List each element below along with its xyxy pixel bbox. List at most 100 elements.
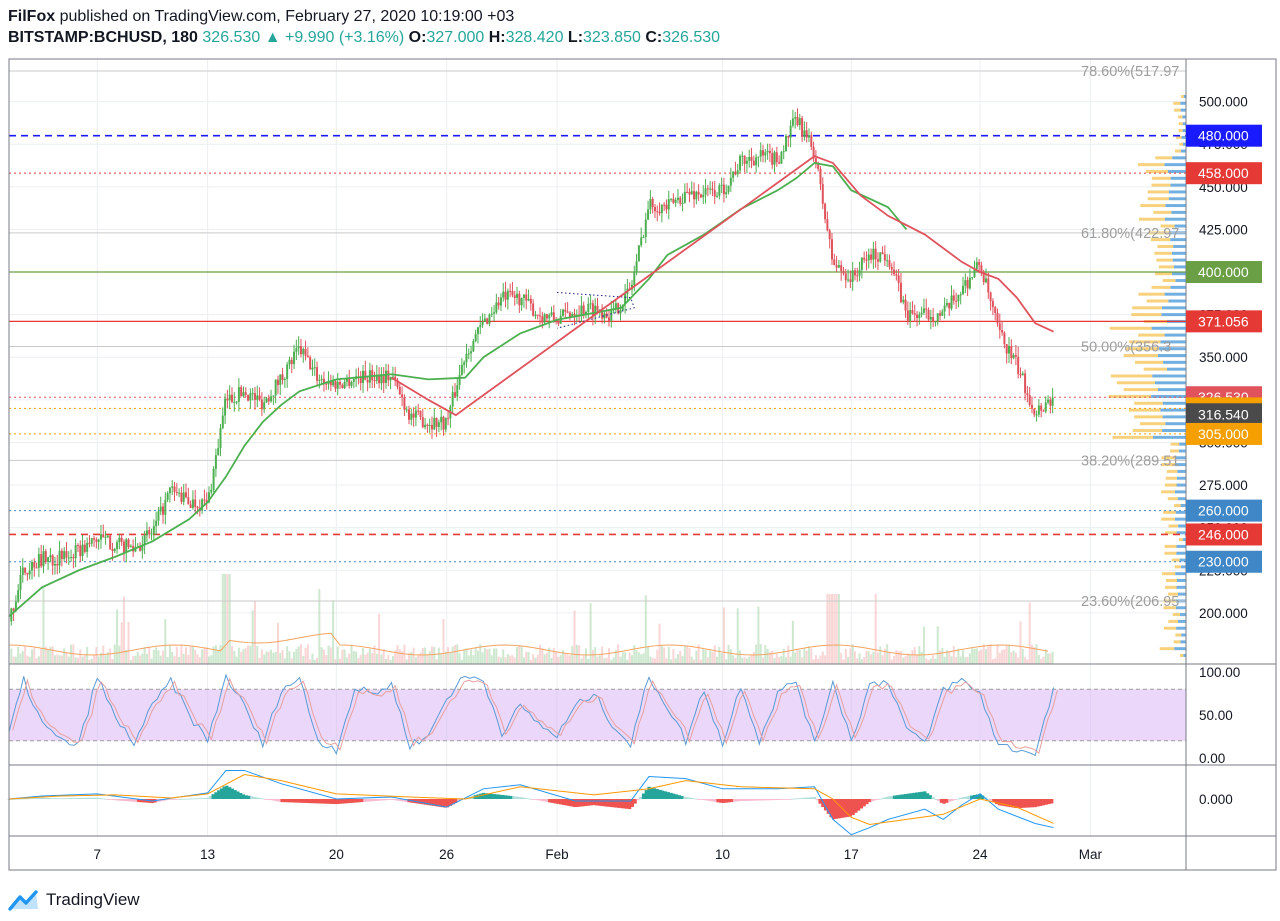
candle-body <box>699 194 702 198</box>
macd-histogram-bar <box>887 796 891 799</box>
macd-histogram-bar <box>280 799 284 803</box>
volume-profile-bar-down <box>1168 524 1179 528</box>
volume-profile-bar-down <box>1164 551 1177 555</box>
candle-body <box>752 160 755 166</box>
volume-bar <box>614 650 617 664</box>
volume-bar <box>548 647 551 664</box>
candle-body <box>589 303 592 305</box>
macd-histogram-bar <box>294 799 298 803</box>
candle-body <box>582 305 585 315</box>
candle-body <box>858 269 861 276</box>
volume-bar <box>968 653 971 664</box>
macd-histogram-bar <box>741 799 745 801</box>
candle-body <box>651 198 654 207</box>
volume-bar <box>916 655 919 664</box>
macd-histogram-bar <box>247 795 251 799</box>
volume-bar <box>1049 653 1052 664</box>
candle-body <box>1019 374 1022 376</box>
volume-profile-bar-up <box>1181 633 1186 637</box>
volume-profile-bar-up <box>1164 292 1186 296</box>
candle-body <box>490 313 493 315</box>
volume-profile-bar-up <box>1176 551 1186 555</box>
macd-histogram-bar <box>476 794 480 799</box>
volume-bar <box>750 654 753 664</box>
volume-bar <box>711 651 714 664</box>
macd-histogram-bar <box>622 799 626 809</box>
macd-histogram-bar <box>40 797 44 799</box>
candle-body <box>497 302 500 306</box>
candle-body <box>196 507 199 509</box>
tradingview-logo-icon[interactable] <box>8 889 40 911</box>
candle-body <box>81 544 84 557</box>
candle-body <box>796 117 799 126</box>
volume-profile-bar-down <box>1175 633 1182 637</box>
candle-body <box>642 236 645 238</box>
volume-profile-bar-down <box>1151 183 1171 187</box>
volume-bar <box>224 574 227 664</box>
macd-histogram-bar <box>446 799 450 808</box>
price-tick-label: 350.000 <box>1199 350 1248 365</box>
macd-histogram-bar <box>614 799 618 808</box>
candle-body <box>513 295 516 298</box>
volume-profile-bar-up <box>1178 449 1186 453</box>
volume-bar <box>948 651 951 664</box>
macd-histogram-bar <box>178 799 182 800</box>
volume-bar <box>973 648 976 664</box>
candle-body <box>704 188 707 195</box>
candle-body <box>1049 399 1052 406</box>
price-tick-label: 425.000 <box>1199 222 1248 237</box>
candle-body <box>465 354 468 363</box>
macd-histogram-bar <box>495 794 499 799</box>
candle-body <box>139 546 142 551</box>
macd-histogram-bar <box>498 794 502 799</box>
volume-bar <box>962 650 965 664</box>
candle-body <box>88 542 91 544</box>
volume-bar <box>725 659 728 664</box>
volume-bar <box>562 649 565 664</box>
author-name[interactable]: FilFox <box>8 8 56 25</box>
macd-histogram-bar <box>567 799 571 806</box>
pane-frames <box>8 58 1277 871</box>
volume-bar <box>33 647 36 664</box>
candle-body <box>12 608 15 611</box>
volume-bar <box>228 574 231 664</box>
volume-bar <box>998 652 1001 664</box>
volume-bar <box>688 647 691 664</box>
tradingview-brand[interactable]: TradingView <box>46 890 140 909</box>
macd-histogram-bar <box>628 799 632 810</box>
candlesticks <box>10 108 1054 626</box>
volume-bar <box>189 646 192 664</box>
candle-body <box>998 323 1001 331</box>
macd-histogram-bar <box>790 798 795 800</box>
fib-level-label: 61.80%(422.97 <box>1081 226 1179 242</box>
macd-histogram-bar <box>145 799 149 803</box>
volume-bar <box>463 650 466 664</box>
volume-bar <box>803 648 806 664</box>
volume-bar <box>318 589 321 664</box>
volume-bar <box>442 618 445 664</box>
volume-profile-bar-down <box>1147 197 1169 201</box>
volume-profile-bar-up <box>1180 640 1186 644</box>
volume-bar <box>380 654 383 664</box>
moving-averages <box>8 155 1054 617</box>
volume-bar <box>1005 645 1008 664</box>
volume-profile-bar-up <box>1174 224 1186 228</box>
candle-body <box>17 590 20 602</box>
candle-body <box>640 237 643 246</box>
candle-body <box>410 413 413 420</box>
candle-body <box>539 315 542 317</box>
candle-body <box>398 386 401 395</box>
macd-histogram-bar <box>57 798 61 800</box>
macd-histogram-bar <box>503 795 508 799</box>
volume-bar <box>37 656 40 664</box>
candle-body <box>320 378 323 380</box>
volume-bar <box>660 645 663 664</box>
volume-bar <box>672 649 675 664</box>
macd-histogram-bar <box>708 799 712 801</box>
volume-bar <box>467 655 470 664</box>
candle-body <box>311 367 314 370</box>
macd-histogram-bar <box>1019 799 1024 808</box>
triangle-pattern <box>556 291 635 329</box>
volume-bar <box>840 653 843 664</box>
